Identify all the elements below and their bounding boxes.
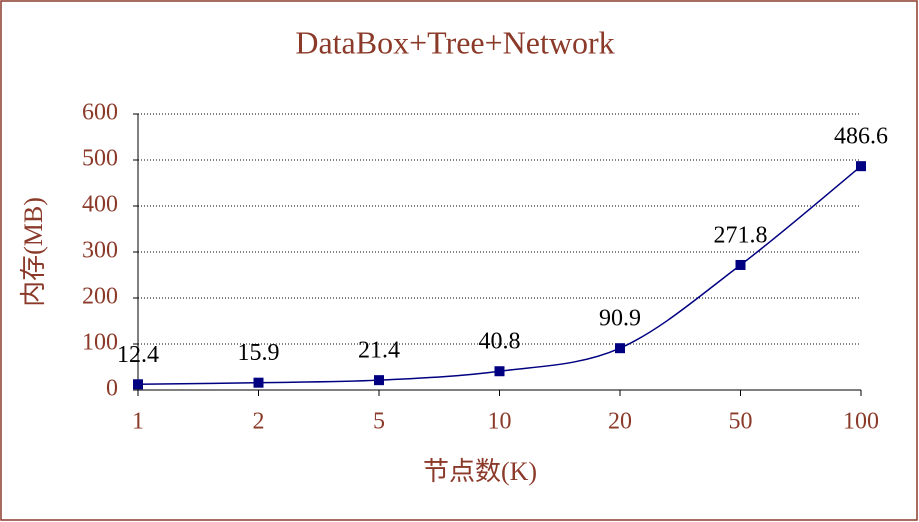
y-tick-label: 100 [82, 330, 118, 356]
marker [494, 366, 505, 377]
data-label: 15.9 [238, 340, 280, 366]
x-tick-label: 2 [253, 409, 265, 435]
data-label: 486.6 [834, 124, 888, 150]
x-tick-label: 1 [132, 409, 144, 435]
x-axis-label: 节点数(K) [423, 457, 537, 486]
marker [615, 343, 625, 354]
data-label: 40.8 [479, 329, 521, 355]
marker [374, 375, 384, 386]
y-tick-label: 400 [82, 192, 118, 218]
marker [735, 259, 746, 270]
x-tick-label: 100 [843, 409, 879, 435]
data-label: 271.8 [714, 222, 768, 248]
y-tick-label: 300 [82, 238, 118, 264]
y-tick-label: 0 [106, 376, 118, 402]
data-label: 12.4 [117, 342, 159, 368]
marker [133, 379, 143, 390]
chart-title: DataBox+Tree+Network [295, 24, 614, 60]
marker [253, 377, 264, 388]
x-tick-label: 20 [608, 409, 632, 435]
marker [856, 161, 866, 172]
x-tick-label: 50 [729, 409, 753, 435]
x-tick-label: 10 [488, 409, 512, 435]
y-tick-label: 500 [82, 146, 118, 172]
y-axis-label: 内存(MB) [19, 197, 48, 307]
data-label: 90.9 [599, 306, 641, 332]
y-tick-label: 200 [82, 284, 118, 310]
y-tick-label: 600 [82, 100, 118, 126]
data-label: 21.4 [358, 338, 400, 364]
x-tick-label: 5 [373, 409, 385, 435]
